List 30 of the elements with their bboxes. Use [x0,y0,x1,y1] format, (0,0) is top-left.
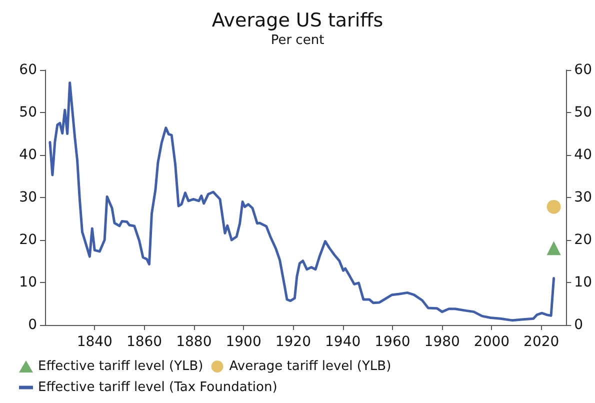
legend-label: Effective tariff level (YLB) [38,359,204,374]
y2-tick-label: 30 [574,190,592,206]
y-tick-label: 40 [19,147,37,163]
x-tick-label: 1880 [176,334,212,350]
y-tick-label: 0 [28,317,37,333]
y-tick-label: 60 [19,62,37,78]
x-tick-label: 1980 [424,334,460,350]
y-tick-label: 10 [19,274,37,290]
chart-title: Average US tariffs [212,10,384,32]
x-tick-label: 1940 [325,334,361,350]
y2-tick-label: 20 [574,232,592,248]
y-tick-label: 30 [19,190,37,206]
x-tick-label: 1900 [226,334,262,350]
x-tick-label: 1860 [126,334,162,350]
y2-tick-label: 0 [574,317,584,333]
x-tick-label: 2020 [524,334,560,350]
x-tick-label: 1960 [374,334,410,350]
y2-tick-label: 40 [574,147,592,163]
y2-tick-label: 10 [574,274,592,290]
x-tick-label: 2000 [474,334,510,350]
x-tick-label: 1840 [76,334,112,350]
y2-tick-label: 50 [574,104,592,120]
legend-label: Average tariff level (YLB) [229,359,392,374]
y-tick-label: 20 [19,232,37,248]
y-tick-label: 50 [19,104,37,120]
legend-label: Effective tariff level (Tax Foundation) [38,380,278,395]
chart-subtitle: Per cent [270,33,324,48]
y2-tick-label: 60 [574,62,592,78]
line-series [48,82,556,322]
x-tick-label: 1920 [275,334,312,350]
